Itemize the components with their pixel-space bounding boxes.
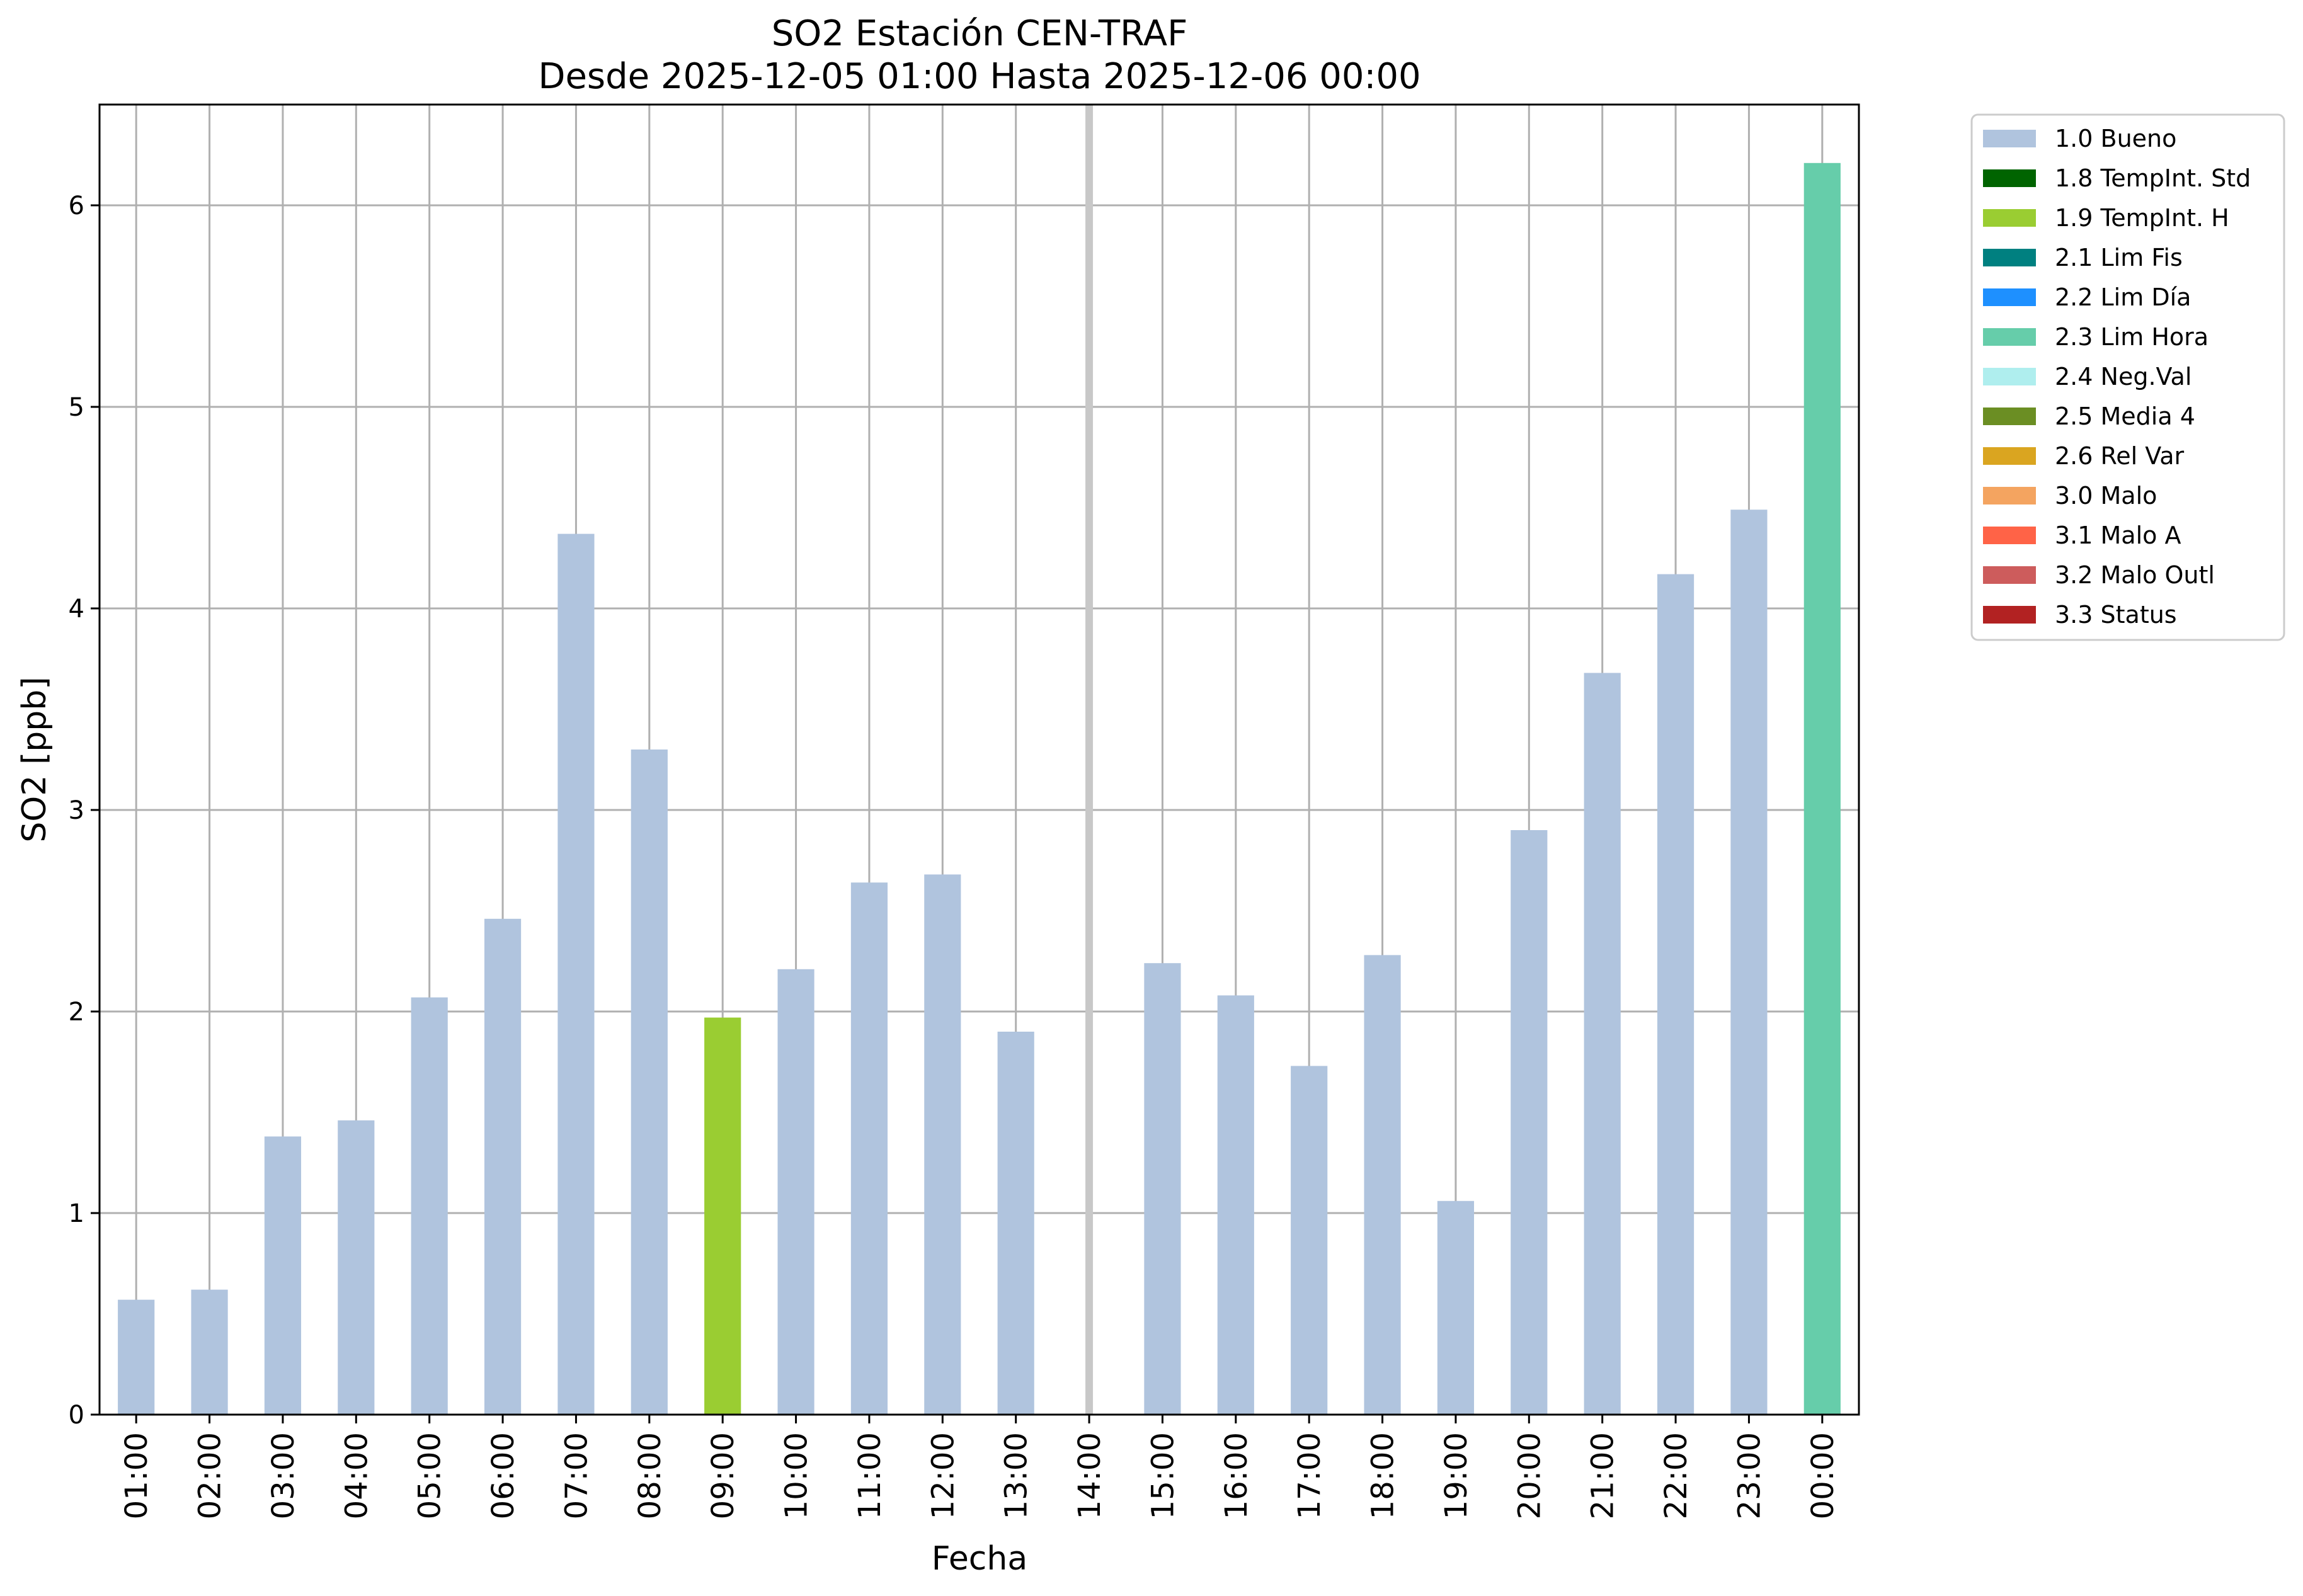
legend-swatch [1983, 169, 2036, 187]
legend-label: 1.9 TempInt. H [2055, 204, 2229, 232]
x-tick-label: 11:00 [852, 1432, 888, 1519]
x-tick-label: 03:00 [266, 1432, 301, 1519]
bar-04:00 [338, 1120, 375, 1415]
legend-label: 2.4 Neg.Val [2055, 363, 2192, 390]
bar-06:00 [484, 918, 522, 1415]
bar-21:00 [1584, 673, 1621, 1415]
bar-20:00 [1511, 830, 1548, 1415]
legend-label: 3.3 Status [2055, 601, 2177, 629]
x-tick-label: 00:00 [1805, 1432, 1841, 1519]
bar-23:00 [1730, 510, 1768, 1415]
bar-18:00 [1364, 955, 1401, 1415]
x-tick-label: 21:00 [1586, 1432, 1621, 1519]
legend-swatch [1983, 249, 2036, 266]
bar-11:00 [850, 882, 888, 1415]
x-tick-label: 10:00 [779, 1432, 814, 1519]
legend-swatch [1983, 566, 2036, 584]
y-tick-label: 1 [69, 1199, 84, 1228]
legend-label: 1.0 Bueno [2055, 125, 2176, 152]
y-tick-label: 3 [69, 796, 84, 825]
x-tick-label: 14:00 [1072, 1432, 1107, 1519]
y-tick-label: 4 [69, 595, 84, 624]
bar-07:00 [557, 533, 595, 1415]
bar-13:00 [997, 1032, 1034, 1415]
legend-label: 3.0 Malo [2055, 482, 2157, 510]
bar-03:00 [264, 1136, 302, 1415]
legend-label: 2.1 Lim Fis [2055, 244, 2183, 271]
chart-title-line2: Desde 2025-12-05 01:00 Hasta 2025-12-06 … [538, 56, 1420, 97]
x-tick-label: 18:00 [1366, 1432, 1401, 1519]
bar-12:00 [924, 874, 961, 1415]
x-tick-label: 19:00 [1439, 1432, 1474, 1519]
x-tick-label: 01:00 [119, 1432, 154, 1519]
x-tick-label: 02:00 [193, 1432, 228, 1519]
x-tick-label: 23:00 [1732, 1432, 1767, 1519]
x-tick-label: 22:00 [1659, 1432, 1694, 1519]
bar-02:00 [191, 1289, 228, 1415]
bars [118, 162, 1841, 1415]
legend-swatch [1983, 527, 2036, 544]
legend: 1.0 Bueno 1.8 TempInt. Std 1.9 TempInt. H 2… [1970, 113, 2285, 641]
y-tick-label: 6 [69, 191, 84, 220]
bar-09:00 [704, 1017, 741, 1415]
legend-swatch [1983, 209, 2036, 227]
x-axis-label: Fecha [932, 1540, 1027, 1578]
legend-swatch [1983, 606, 2036, 624]
legend-swatch [1983, 288, 2036, 306]
y-tick-label: 5 [69, 393, 84, 422]
y-axis-label: SO2 [ppb] [16, 676, 54, 842]
x-tick-label: 06:00 [486, 1432, 521, 1519]
legend-swatch [1983, 408, 2036, 425]
x-tick-label: 04:00 [339, 1432, 374, 1519]
bar-05:00 [411, 997, 448, 1415]
chart-title-line1: SO2 Estación CEN-TRAF [772, 13, 1188, 54]
y-tick-label: 2 [69, 998, 84, 1027]
bar-16:00 [1217, 995, 1254, 1415]
legend-label: 2.2 Lim Día [2055, 283, 2191, 311]
x-tick-label: 05:00 [413, 1432, 448, 1519]
bar-15:00 [1144, 963, 1181, 1415]
bar-01:00 [118, 1299, 155, 1415]
x-tick-label: 13:00 [999, 1432, 1034, 1519]
x-tick-label: 17:00 [1292, 1432, 1327, 1519]
bar-17:00 [1291, 1066, 1328, 1415]
legend-swatch [1983, 487, 2036, 504]
x-tick-label: 20:00 [1512, 1432, 1547, 1519]
legend-swatch [1983, 447, 2036, 465]
plot-frame [98, 103, 1860, 1416]
bar-00:00 [1803, 162, 1841, 1415]
legend-swatch [1983, 130, 2036, 147]
bar-19:00 [1437, 1200, 1475, 1415]
x-tick-label: 12:00 [925, 1432, 961, 1519]
x-axis-ticks: 01:00 02:00 03:00 04:00 05:00 06:00 07:00 08:00… [119, 1415, 1841, 1519]
legend-label: 2.3 Lim Hora [2055, 323, 2209, 351]
x-tick-label: 07:00 [559, 1432, 594, 1519]
legend-label: 3.1 Malo A [2055, 522, 2181, 549]
legend-label: 2.6 Rel Var [2055, 442, 2185, 470]
y-axis-ticks: 0 1 2 3 4 5 6 [69, 191, 100, 1430]
bar-22:00 [1657, 574, 1694, 1415]
x-tick-label: 08:00 [632, 1432, 668, 1519]
missing-data-marker [1085, 105, 1094, 1415]
x-tick-label: 16:00 [1219, 1432, 1254, 1519]
legend-swatch [1983, 328, 2036, 346]
x-tick-label: 09:00 [706, 1432, 741, 1519]
y-tick-label: 0 [69, 1401, 84, 1430]
bar-08:00 [631, 750, 668, 1415]
legend-box [1970, 113, 2285, 641]
legend-label: 3.2 Malo Outl [2055, 561, 2215, 589]
missing-data-line [1085, 105, 1094, 1415]
legend-label: 1.8 TempInt. Std [2055, 164, 2251, 192]
bar-10:00 [777, 969, 814, 1415]
legend-label: 2.5 Media 4 [2055, 402, 2195, 430]
x-tick-label: 15:00 [1145, 1432, 1180, 1519]
legend-swatch [1983, 368, 2036, 385]
